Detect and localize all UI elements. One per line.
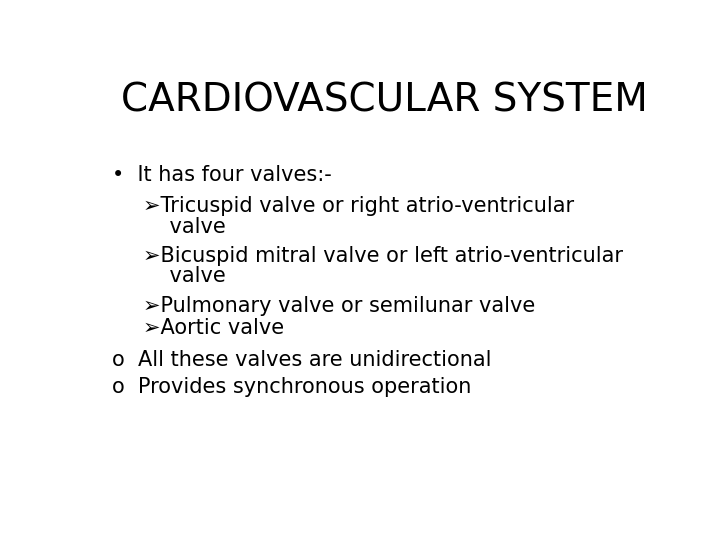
Text: valve: valve — [143, 266, 226, 286]
Text: ➢Pulmonary valve or semilunar valve: ➢Pulmonary valve or semilunar valve — [143, 295, 535, 315]
Text: •  It has four valves:-: • It has four valves:- — [112, 165, 332, 185]
Text: ➢Aortic valve: ➢Aortic valve — [143, 319, 284, 339]
Text: ➢Tricuspid valve or right atrio-ventricular: ➢Tricuspid valve or right atrio-ventricu… — [143, 196, 574, 216]
Text: ➢Bicuspid mitral valve or left atrio-ventricular: ➢Bicuspid mitral valve or left atrio-ven… — [143, 246, 623, 266]
Text: o  Provides synchronous operation: o Provides synchronous operation — [112, 377, 472, 397]
Text: o  All these valves are unidirectional: o All these valves are unidirectional — [112, 349, 492, 369]
Text: CARDIOVASCULAR SYSTEM: CARDIOVASCULAR SYSTEM — [121, 82, 647, 119]
Text: valve: valve — [143, 217, 226, 237]
